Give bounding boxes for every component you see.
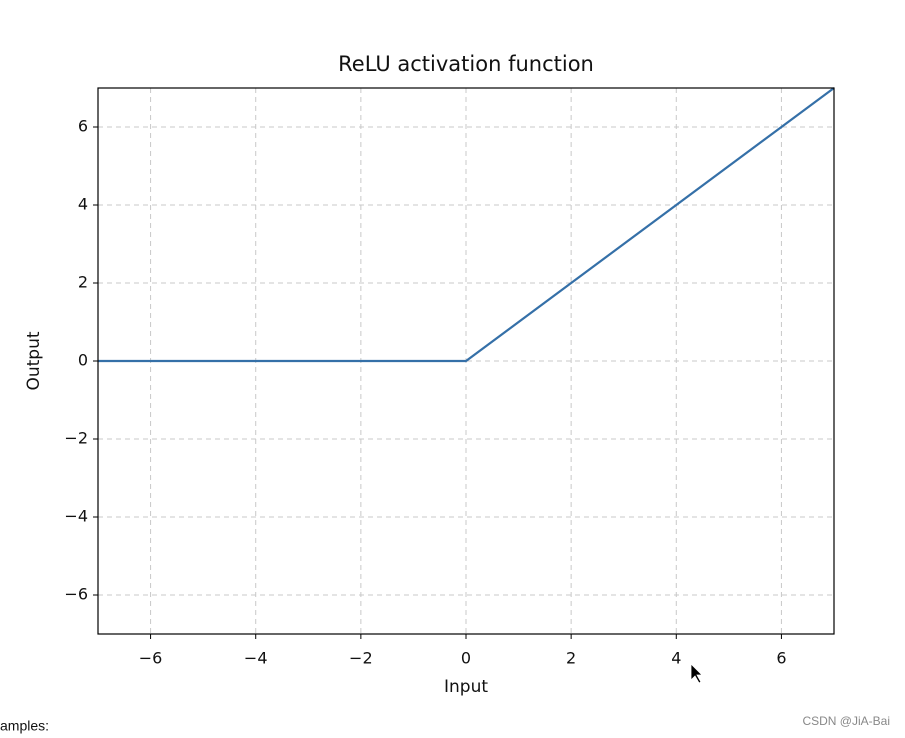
- x-tick-label: −4: [244, 649, 268, 668]
- plot-frame: [97, 87, 835, 635]
- x-tick-label: 6: [776, 649, 786, 668]
- caption: amples:: [0, 718, 49, 734]
- x-tick-label: 2: [566, 649, 576, 668]
- x-tick-label: −2: [349, 649, 373, 668]
- y-tick-label: −2: [64, 429, 88, 448]
- x-tick-label: 4: [671, 649, 681, 668]
- chart-title: ReLU activation function: [338, 52, 594, 76]
- y-axis-label: Output: [24, 331, 44, 390]
- y-tick-label: 6: [78, 117, 88, 136]
- watermark: CSDN @JiA-Bai: [802, 714, 890, 728]
- x-tick-label: −6: [139, 649, 163, 668]
- y-tick-label: 0: [78, 351, 88, 370]
- y-tick-label: −6: [64, 585, 88, 604]
- y-tick-label: 2: [78, 273, 88, 292]
- y-tick-label: −4: [64, 507, 88, 526]
- line-series: [98, 87, 835, 363]
- y-tick-label: 4: [78, 195, 88, 214]
- x-tick-label: 0: [461, 649, 471, 668]
- mouse-cursor: [690, 663, 703, 684]
- x-axis-label: Input: [444, 677, 488, 697]
